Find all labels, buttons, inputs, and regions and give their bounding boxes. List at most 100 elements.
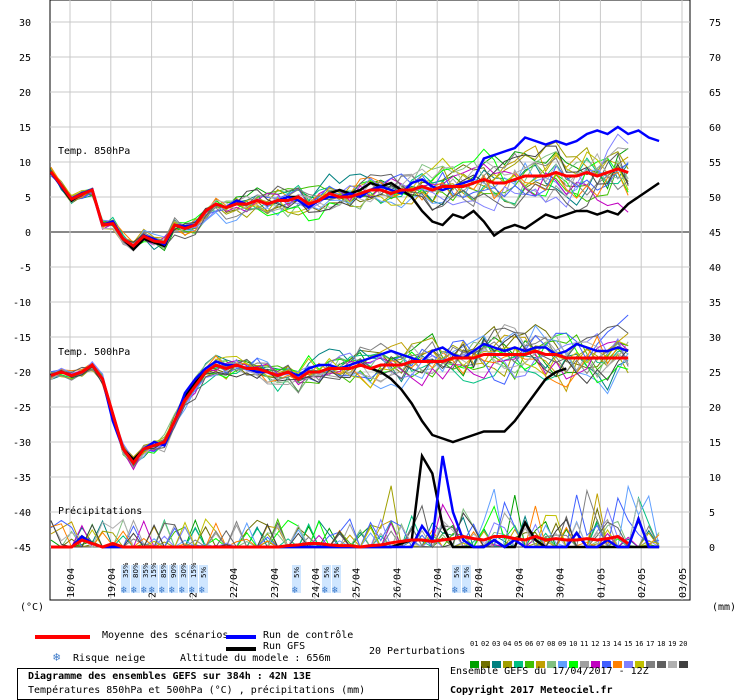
x-tick-label: 30/04 (556, 568, 567, 598)
snow-legend-label: Risque neige (73, 653, 146, 664)
snowflake-icon: ❄ (189, 585, 196, 596)
left-tick-label: 20 (19, 88, 31, 99)
snowflake-icon: ❄ (332, 585, 339, 596)
snow-risk-bar (121, 565, 130, 593)
perturbation-swatch (602, 661, 611, 668)
snowflake-icon: ❄ (159, 585, 166, 596)
left-tick-label: 15 (19, 123, 31, 134)
perturbation-swatch (679, 661, 688, 668)
perturbation-number: 18 (657, 640, 666, 648)
perturbation-swatch (591, 661, 600, 668)
left-tick-label: 0 (25, 228, 31, 239)
chart-title: Diagramme des ensembles GEFS sur 384h : … (28, 671, 311, 682)
snowflake-icon: ❄ (179, 585, 186, 596)
perturbation-swatch (503, 661, 512, 668)
snow-risk-label: 80% (132, 562, 140, 578)
snow-risk-bar (452, 565, 461, 593)
left-axis-unit: (°C) (20, 602, 44, 613)
run-info: Ensemble GEFS du 17/04/2017 - 12Z (450, 666, 649, 677)
series-line-precip (51, 534, 630, 549)
right-axis-unit: (mm) (712, 602, 736, 613)
gfs-legend-label: Run GFS (263, 641, 306, 652)
x-tick-label: 26/04 (392, 568, 403, 598)
snow-risk-label: 35% (122, 562, 130, 578)
left-tick-label: 5 (25, 193, 31, 204)
snow-risk-bar (169, 565, 178, 593)
right-tick-label: 70 (709, 53, 721, 64)
left-tick-label: -45 (13, 543, 31, 554)
snow-risk-bar (199, 565, 208, 593)
perturbation-swatch (569, 661, 578, 668)
snow-risk-label: 5% (323, 567, 331, 578)
left-tick-label: -35 (13, 473, 31, 484)
perturbation-number: 17 (646, 640, 655, 648)
series-line-t500 (50, 349, 629, 466)
mean-legend-swatch (35, 635, 90, 639)
x-tick-label: 25/04 (352, 568, 363, 598)
left-tick-label: -40 (13, 508, 31, 519)
snow-risk-bar (141, 565, 150, 593)
snow-risk-label: 30% (180, 562, 188, 578)
series-line-t500 (50, 342, 629, 466)
snow-risk-label: 5% (200, 567, 208, 578)
snow-risk-label: 5% (453, 567, 461, 578)
altitude-label: Altitude du modele : 656m (180, 653, 331, 664)
perturbation-number: 01 (470, 640, 479, 648)
x-tick-label: 29/04 (515, 568, 526, 598)
perturbation-swatch (481, 661, 490, 668)
x-tick-label: 23/04 (270, 568, 281, 598)
snow-risk-label: 90% (170, 562, 178, 578)
perturbation-line (50, 340, 629, 471)
gfs-legend-swatch (226, 647, 256, 651)
snow-risk-label: 5% (463, 567, 471, 578)
x-tick-label: 24/04 (311, 568, 322, 598)
left-tick-label: 30 (19, 18, 31, 29)
chart-grid (49, 0, 691, 601)
perturbation-number: 15 (624, 640, 633, 648)
perturbation-number: 07 (536, 640, 545, 648)
x-tick-label: 27/04 (433, 568, 444, 598)
snow-risk-label: 35% (142, 562, 150, 578)
right-tick-label: 65 (709, 88, 721, 99)
perturbation-number: 16 (635, 640, 644, 648)
x-tick-label: 22/04 (229, 568, 240, 598)
perturbation-number: 03 (492, 640, 501, 648)
x-tick-label: 28/04 (474, 568, 485, 598)
snow-risk-label: 85% (160, 562, 168, 578)
snowflake-icon: ❄ (292, 585, 299, 596)
right-tick-label: 5 (709, 508, 715, 519)
perturbations-label: 20 Perturbations (369, 646, 466, 657)
snow-risk-bar (189, 565, 198, 593)
perturbation-number: 09 (558, 640, 567, 648)
snow-risk-label: 15% (150, 562, 158, 578)
perturbation-number: 11 (580, 640, 589, 648)
snow-risk-bar (149, 565, 158, 593)
right-tick-label: 30 (709, 333, 721, 344)
perturbation-line (50, 152, 629, 250)
snowflake-icon: ❄ (53, 650, 61, 664)
left-tick-label: -5 (19, 263, 31, 274)
snow-risk-label: 5% (333, 567, 341, 578)
perturbation-number: 08 (547, 640, 556, 648)
perturbation-swatch (525, 661, 534, 668)
left-tick-label: -10 (13, 298, 31, 309)
perturbation-swatch (624, 661, 633, 668)
perturbation-swatch (657, 661, 666, 668)
control-legend-label: Run de contrôle (263, 630, 354, 641)
right-tick-label: 75 (709, 18, 721, 29)
snowflake-icon: ❄ (149, 585, 156, 596)
snow-risk-bar (179, 565, 188, 593)
perturbation-swatch (580, 661, 589, 668)
perturbation-number: 10 (569, 640, 578, 648)
left-tick-label: 10 (19, 158, 31, 169)
left-tick-label: -30 (13, 438, 31, 449)
perturbation-swatch (613, 661, 622, 668)
x-tick-label: 02/05 (637, 568, 648, 598)
perturbation-swatch (514, 661, 523, 668)
right-tick-label: 55 (709, 158, 721, 169)
snow-risk-label: 15% (190, 562, 198, 578)
perturbation-number: 12 (591, 640, 600, 648)
snow-risk-bar (462, 565, 471, 593)
panel-label: Temp. 850hPa (58, 146, 130, 157)
